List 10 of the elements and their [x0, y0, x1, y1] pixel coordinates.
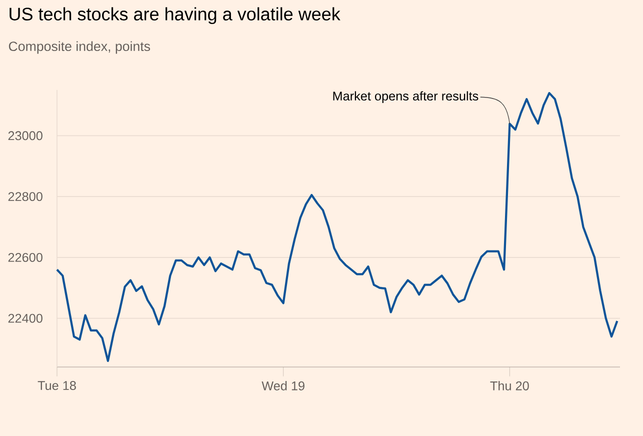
y-tick-label: 23000: [8, 131, 42, 140]
chart-subtitle: Composite index, points: [8, 41, 150, 54]
y-tick-label: 22400: [8, 314, 42, 323]
y-tick-label: 22600: [8, 252, 42, 262]
y-tick-label: 22800: [8, 192, 42, 202]
annotation: Market opens after results: [333, 91, 478, 104]
x-tick-label: Wed 19: [262, 381, 304, 390]
x-tick-label: Tue 18: [38, 381, 76, 390]
chart-title: US tech stocks are having a volatile week: [10, 7, 340, 24]
x-tick-label: Thu 20: [490, 381, 529, 390]
